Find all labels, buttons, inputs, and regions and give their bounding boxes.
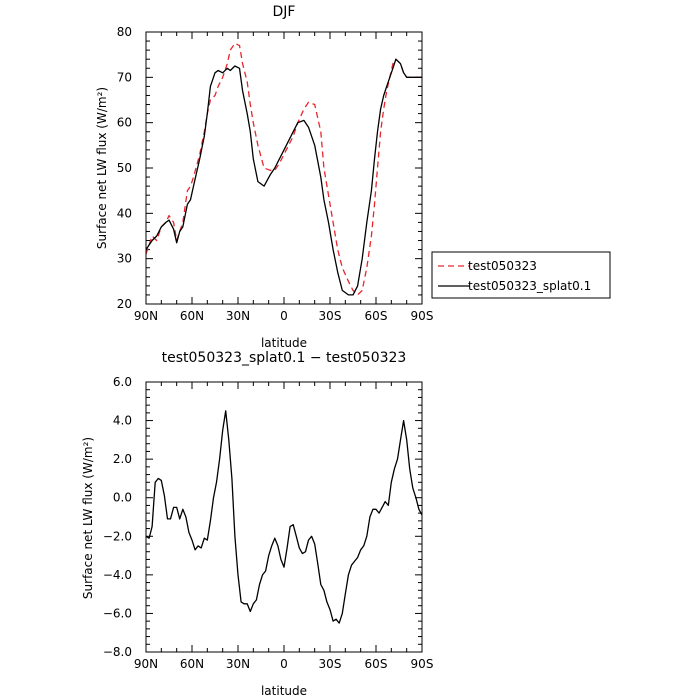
y-tick-label: 40 [117, 206, 132, 220]
x-axis-label-bottom: latitude [261, 684, 307, 698]
y-tick-label: −6.0 [103, 606, 132, 620]
y-tick-label: 20 [117, 297, 132, 311]
y-tick-labels-top: 20 30 40 50 60 70 80 [117, 25, 132, 311]
y-tick-label: −2.0 [103, 529, 132, 543]
y-tick-label: 2.0 [113, 452, 132, 466]
plot-title-bottom: test050323_splat0.1 − test050323 [162, 350, 407, 366]
legend: test050323 test050323_splat0.1 [431, 251, 611, 299]
x-tick-label: 60N [180, 309, 204, 323]
x-tick-label: 60S [365, 657, 388, 671]
x-tick-labels-bottom: 90N 60N 30N 0 30S 60S 90S [134, 657, 434, 671]
x-tick-label: 90S [411, 657, 434, 671]
x-axis-label-top: latitude [261, 336, 307, 350]
y-tick-label: 70 [117, 70, 132, 84]
plot-frame-bottom [145, 381, 423, 653]
series-line-1-0 [145, 410, 423, 624]
legend-label-test050323: test050323 [468, 259, 537, 273]
legend-box [431, 251, 611, 299]
panel-bottom: test050323_splat0.1 − test050323 Surface… [81, 350, 433, 698]
y-tick-label: 4.0 [113, 414, 132, 428]
x-tick-label: 90S [411, 309, 434, 323]
x-tick-label: 0 [280, 309, 288, 323]
y-axis-label-top: Surface net LW flux (W/m²) [95, 87, 109, 249]
plot-frame-top [145, 31, 423, 305]
series-line-0-1 [145, 58, 422, 296]
legend-label-test050323-splat: test050323_splat0.1 [468, 279, 591, 293]
x-tick-label: 30S [319, 657, 342, 671]
x-tick-label: 30N [226, 657, 250, 671]
y-tick-label: 30 [117, 252, 132, 266]
plot-title-top: DJF [273, 4, 296, 20]
y-tick-label: −8.0 [103, 645, 132, 659]
x-tick-label: 30S [319, 309, 342, 323]
x-tick-label: 0 [280, 657, 288, 671]
x-tick-label: 90N [134, 309, 158, 323]
series-group-top [145, 42, 422, 296]
y-tick-label: 6.0 [113, 375, 132, 389]
y-tick-label: −4.0 [103, 568, 132, 582]
tick-group-top [145, 31, 423, 305]
y-tick-label: 60 [117, 116, 132, 130]
x-tick-labels-top: 90N 60N 30N 0 30S 60S 90S [134, 309, 434, 323]
tick-group-bottom [145, 381, 423, 653]
series-group-bottom [145, 410, 423, 624]
y-tick-labels-bottom: −8.0 −6.0 −4.0 −2.0 0.0 2.0 4.0 6.0 [103, 375, 132, 659]
y-tick-label: 50 [117, 161, 132, 175]
y-axis-label-bottom: Surface net LW flux (W/m²) [81, 437, 95, 599]
series-line-0-0 [145, 42, 422, 296]
x-tick-label: 30N [226, 309, 250, 323]
x-tick-label: 90N [134, 657, 158, 671]
y-tick-label: 80 [117, 25, 132, 39]
panel-top: DJF Surface net LW flux (W/m²) latitude … [95, 4, 433, 350]
x-tick-label: 60S [365, 309, 388, 323]
x-tick-label: 60N [180, 657, 204, 671]
y-tick-label: 0.0 [113, 491, 132, 505]
